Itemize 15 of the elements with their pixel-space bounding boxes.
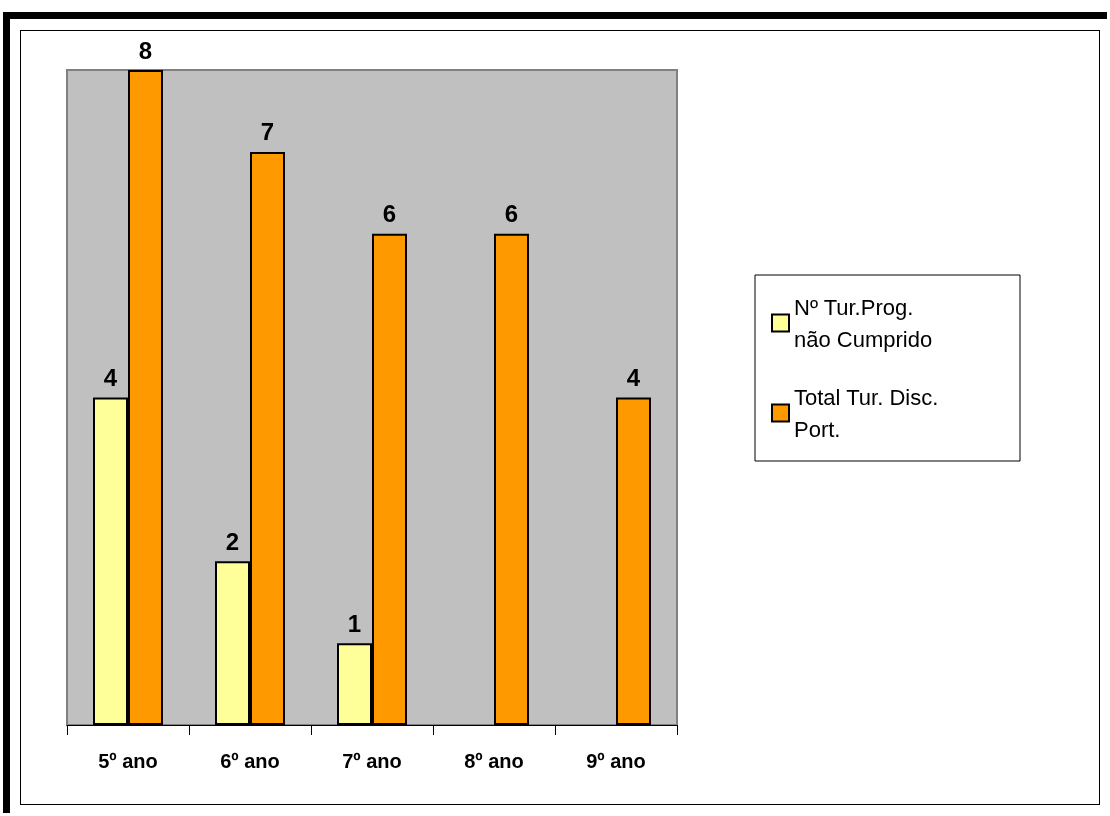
x-tick-label: 8º ano [464, 750, 524, 772]
legend-label: Nº Tur.Prog. não Cumprido [794, 294, 933, 352]
data-label: 4 [626, 364, 641, 391]
legend-label: Total Tur. Disc. Port. [794, 384, 945, 442]
x-tick-label: 7º ano [342, 750, 402, 772]
data-label: 6 [382, 200, 397, 228]
x-tick-label: 9º ano [586, 750, 646, 772]
data-label: 2 [225, 527, 240, 555]
x-tick-label: 6º ano [220, 750, 280, 772]
data-label: 1 [347, 609, 362, 637]
data-label: 4 [103, 364, 118, 391]
data-label: 7 [260, 118, 275, 146]
data-label: 8 [138, 36, 153, 64]
data-label: 6 [504, 200, 519, 228]
x-tick-label: 5º ano [98, 750, 158, 772]
